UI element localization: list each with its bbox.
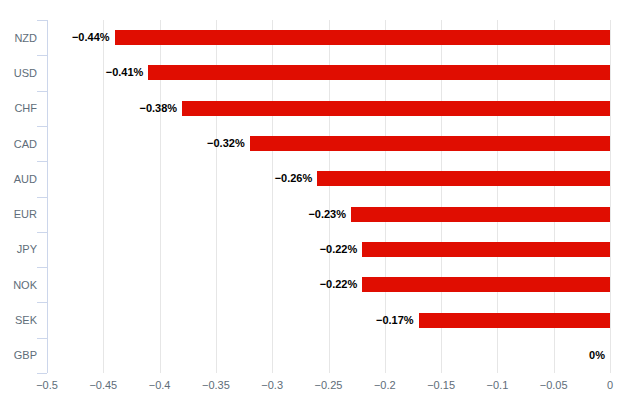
bar-value-label: −0.41% [106, 65, 144, 80]
y-axis-label: EUR [0, 207, 37, 221]
y-axis-tick [37, 20, 47, 21]
y-axis-label: CAD [0, 137, 37, 151]
x-gridline [610, 20, 611, 373]
bar-value-label: −0.26% [275, 171, 313, 186]
x-axis-tick-label: −0.45 [75, 378, 131, 392]
y-axis-tick [37, 232, 47, 233]
y-axis-label: CHF [0, 101, 37, 115]
bar [115, 30, 610, 45]
x-axis-tick-label: −0.15 [413, 378, 469, 392]
bar [182, 101, 610, 116]
bar-value-label: 0% [589, 348, 605, 363]
y-axis-tick [37, 161, 47, 162]
x-axis-tick-label: −0.25 [301, 378, 357, 392]
y-axis-line [47, 20, 48, 373]
x-axis-tick-label: −0.4 [132, 378, 188, 392]
y-axis-label: SEK [0, 313, 37, 327]
currency-performance-bar-chart: −0.5−0.45−0.4−0.35−0.3−0.25−0.2−0.15−0.1… [0, 0, 636, 409]
bar-value-label: −0.17% [376, 313, 414, 328]
y-axis-label: USD [0, 66, 37, 80]
bar [250, 136, 610, 151]
x-gridline [103, 20, 104, 373]
y-axis-tick [37, 267, 47, 268]
bar [362, 277, 610, 292]
y-axis-label: JPY [0, 242, 37, 256]
bar-value-label: −0.38% [140, 101, 178, 116]
bar [148, 65, 610, 80]
x-axis-tick-label: −0.5 [19, 378, 75, 392]
y-axis-tick [37, 197, 47, 198]
y-axis-tick [37, 55, 47, 56]
y-axis-tick [37, 338, 47, 339]
y-axis-label: AUD [0, 172, 37, 186]
y-axis-tick [37, 91, 47, 92]
y-axis-label: NZD [0, 31, 37, 45]
x-axis-tick-label: −0.3 [244, 378, 300, 392]
y-axis-tick [37, 302, 47, 303]
bar-value-label: −0.32% [207, 136, 245, 151]
x-axis-tick-label: −0.2 [357, 378, 413, 392]
bar [317, 171, 610, 186]
bar [419, 313, 610, 328]
y-axis-tick [37, 126, 47, 127]
x-axis-tick-label: 0 [582, 378, 636, 392]
bar [362, 242, 610, 257]
bar-value-label: −0.23% [308, 207, 346, 222]
y-axis-label: GBP [0, 348, 37, 362]
bar [351, 207, 610, 222]
bar-value-label: −0.44% [72, 30, 110, 45]
bar-value-label: −0.22% [320, 277, 358, 292]
bar-value-label: −0.22% [320, 242, 358, 257]
x-axis-tick-label: −0.1 [469, 378, 525, 392]
y-axis-tick [37, 373, 47, 374]
y-axis-label: NOK [0, 278, 37, 292]
x-axis-tick-label: −0.05 [526, 378, 582, 392]
x-axis-tick-label: −0.35 [188, 378, 244, 392]
